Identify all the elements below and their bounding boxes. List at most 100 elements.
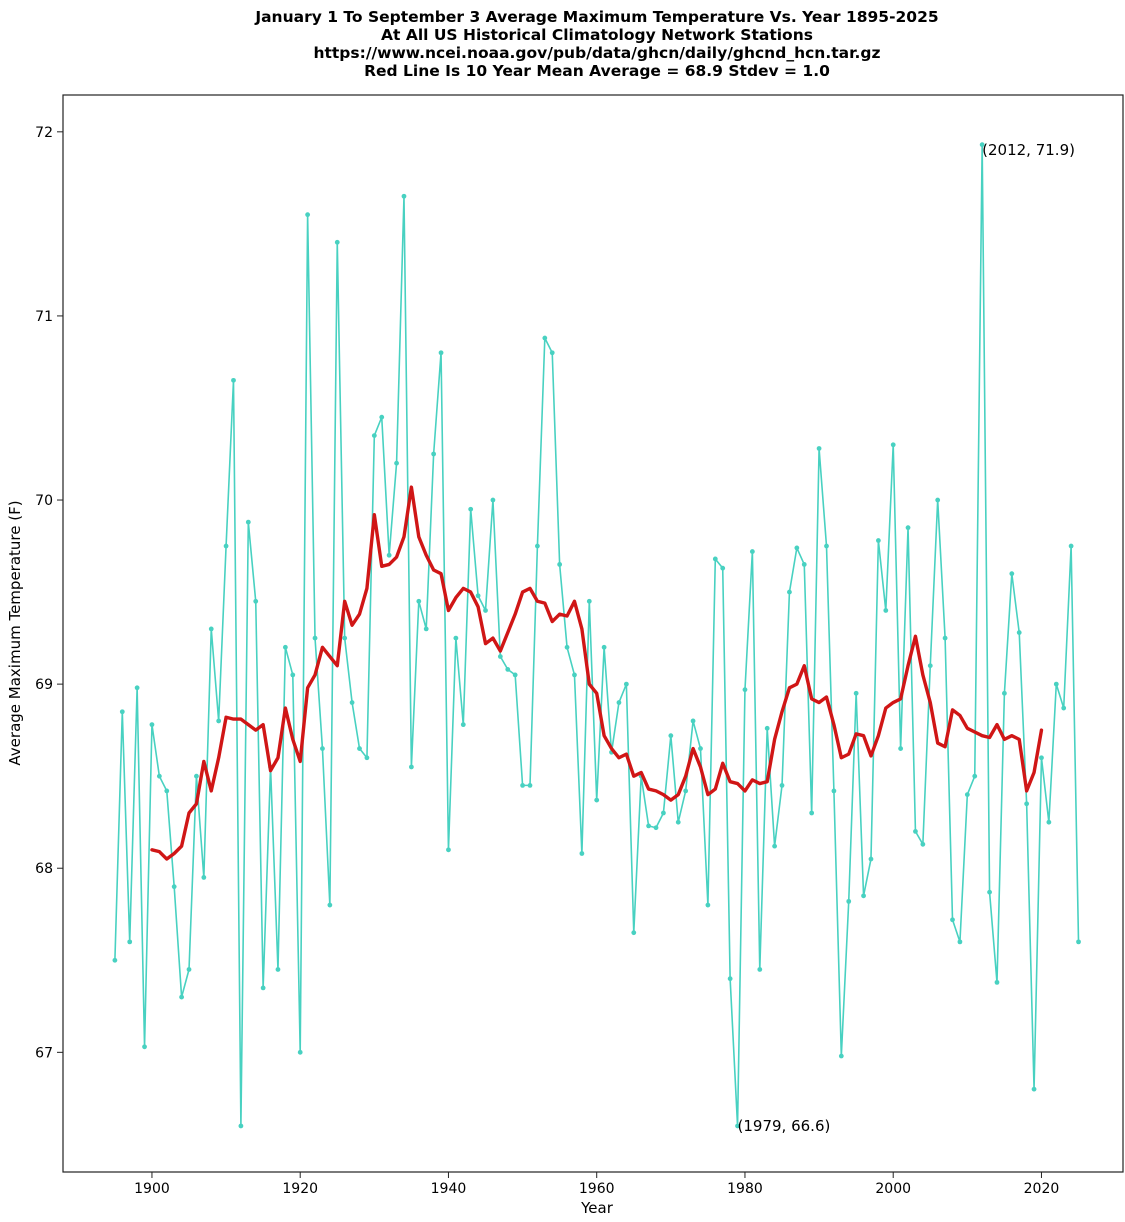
y-axis: 67 68 69 70 71 72 [35,125,63,1061]
data-point [312,635,318,641]
data-point [186,967,192,972]
data-point [349,700,355,705]
x-axis-label: Year [580,1199,614,1217]
data-point [1068,543,1074,549]
data-point [282,644,288,650]
data-point [320,746,325,751]
data-point [505,667,511,672]
data-point [231,377,236,383]
data-point [253,598,259,604]
data-point [223,543,229,549]
title-line-1: January 1 To September 3 Average Maximum… [254,8,938,26]
data-point [542,335,548,341]
data-point [364,755,370,761]
data-point [890,442,896,448]
title-line-4: Red Line Is 10 Year Mean Average = 68.9 … [364,62,830,80]
data-point [1001,690,1007,696]
data-point [801,562,807,567]
data-point [334,239,340,245]
data-point [675,819,681,825]
data-point [216,718,222,724]
data-point [646,823,651,829]
title-line-3: https://www.ncei.noaa.gov/pub/data/ghcn/… [313,44,880,62]
data-point [164,788,170,794]
data-point [127,939,133,945]
data-point [742,687,748,693]
data-point [460,722,466,728]
data-point [179,994,185,1000]
data-point [727,976,733,982]
data-point [475,593,481,599]
ten-year-mean-line [150,485,1044,861]
data-point [134,685,140,691]
data-point [957,939,963,945]
data-point [616,700,622,705]
ten-year-mean-series [150,485,1044,861]
data-point [549,350,555,356]
data-point [379,414,385,420]
data-point [1053,681,1059,687]
data-point [394,460,399,466]
title-line-2: At All US Historical Climatology Network… [381,26,813,44]
series-layer [112,142,1081,1129]
data-point [557,562,563,567]
data-point [972,773,978,779]
data-point [594,797,600,803]
data-point [787,589,792,595]
data-point [1031,1086,1037,1092]
point-annotation: (1979, 66.6) [738,1117,831,1135]
data-point [142,1044,147,1050]
data-point [698,746,703,751]
data-point [260,985,266,991]
data-point [994,979,1000,985]
data-point [853,690,859,696]
data-point [371,433,377,438]
data-point [408,764,414,770]
data-point [979,142,985,148]
data-point [431,451,437,457]
data-point [720,565,726,571]
data-point [520,782,525,788]
data-point [194,773,199,779]
y-tick-label: 68 [35,861,53,877]
y-tick-label: 67 [35,1045,53,1061]
data-point [905,525,911,531]
data-point [112,957,118,963]
data-point [942,635,948,641]
data-point [579,851,585,856]
data-point [1061,705,1067,711]
data-point [712,556,718,562]
data-point [245,519,251,525]
data-point [631,930,637,936]
data-point [772,843,778,849]
data-point [794,545,800,551]
data-point [987,889,992,895]
data-point [453,635,459,641]
data-point [535,543,540,549]
data-point [201,875,207,880]
data-point [861,893,866,899]
x-tick-label: 1960 [579,1181,615,1197]
y-tick-label: 71 [35,309,53,325]
x-tick-label: 1980 [727,1181,763,1197]
data-point [935,497,941,503]
data-point [327,902,333,908]
data-point [297,1049,303,1055]
x-tick-label: 2000 [875,1181,911,1197]
x-tick-label: 1900 [134,1181,170,1197]
x-tick-label: 2020 [1024,1181,1060,1197]
data-point [527,782,533,788]
data-point [809,810,815,816]
data-point [468,506,474,512]
data-point [156,773,162,779]
y-tick-label: 72 [35,125,53,141]
data-point [623,681,629,687]
data-point [446,847,451,853]
x-tick-label: 1920 [282,1181,318,1197]
data-point [764,725,770,731]
y-axis-label: Average Maximum Temperature (F) [6,500,24,765]
data-point [357,746,362,751]
data-point [653,825,659,831]
data-point [423,626,429,632]
